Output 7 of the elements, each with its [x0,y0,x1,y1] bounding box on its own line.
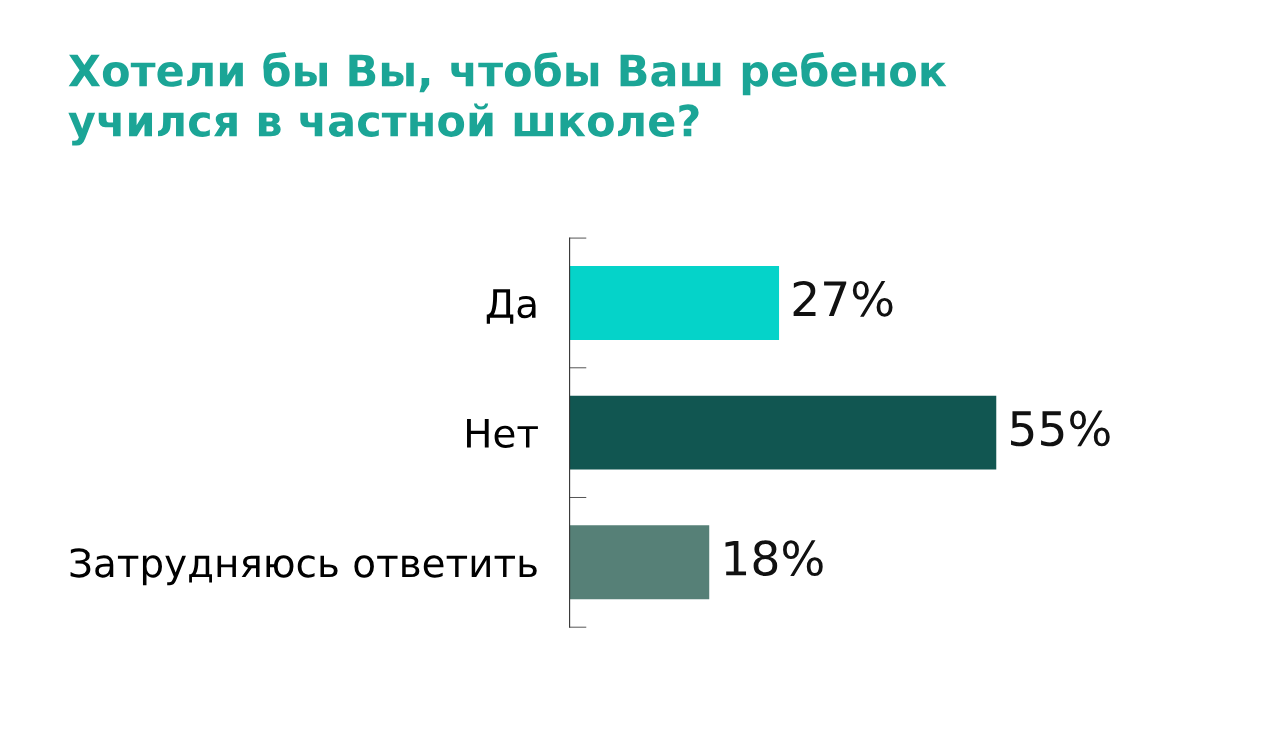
y-tick-label: Нет [467,419,538,448]
data-label: 18% [725,540,823,577]
y-tick-label: Да [486,289,536,324]
y-tick-label: Затрудняюсь ответить [70,548,537,586]
data-label: 27% [793,280,893,317]
data-label: 55% [1011,410,1110,447]
chart-title: Хотели бы Вы, чтобы Ваш ребенок учился в частной школе? [68,52,947,146]
